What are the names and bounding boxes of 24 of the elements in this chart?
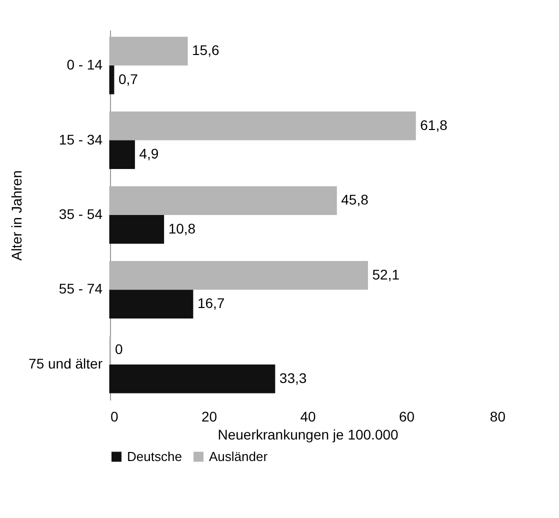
y-tick-label: 55 - 74 (58, 280, 103, 297)
data-label: 33,3 (279, 370, 307, 386)
x-tick-label: 60 (398, 408, 415, 424)
y-axis-title: Alter in Jahren (8, 170, 25, 261)
data-label: 0,7 (118, 70, 138, 87)
x-axis-title: Neuerkrankungen je 100.000 (218, 426, 399, 442)
data-label: 4,9 (139, 146, 159, 162)
data-label: 45,8 (341, 192, 369, 208)
y-tick-label: 15 - 34 (58, 131, 103, 148)
y-tick-label: 35 - 54 (58, 206, 103, 222)
data-label: 15,6 (192, 42, 220, 58)
x-tick-label: 20 (201, 408, 218, 424)
legend-label: Ausländer (209, 448, 268, 464)
x-tick-label: 40 (300, 408, 316, 424)
x-tick-label: 80 (490, 408, 506, 424)
y-tick-label: 75 und älter (28, 355, 103, 372)
y-tick-label: 0 - 14 (66, 56, 103, 73)
data-label: 52,1 (372, 266, 400, 282)
data-label: 0 (115, 341, 123, 358)
data-label: 10,8 (168, 220, 196, 236)
legend-label: Deutsche (127, 448, 182, 464)
data-label: 61,8 (420, 116, 448, 133)
x-tick-label: 0 (110, 408, 118, 424)
data-label: 16,7 (197, 295, 225, 312)
